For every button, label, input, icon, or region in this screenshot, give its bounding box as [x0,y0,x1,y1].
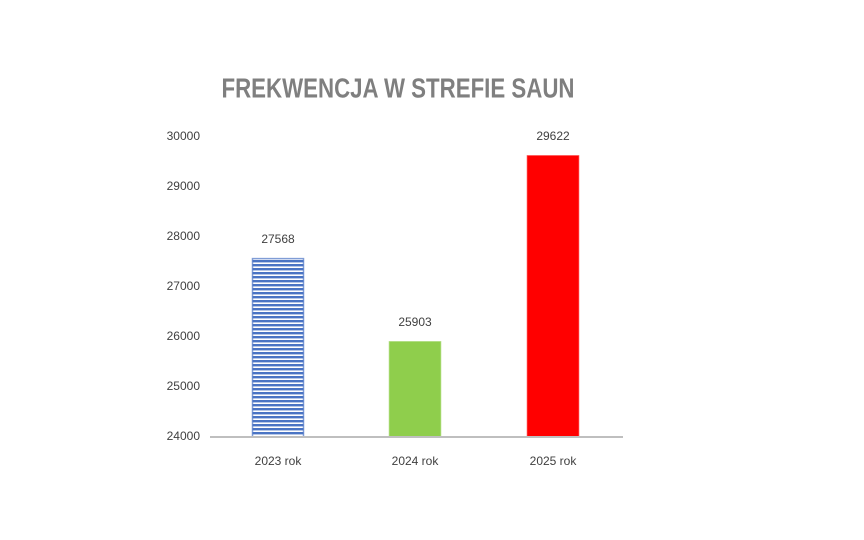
x-tick-label: 2025 rok [530,454,578,468]
bar [526,155,580,438]
data-label: 27568 [261,232,295,246]
bar [388,341,442,438]
y-tick-label: 26000 [167,329,201,343]
chart-title: FREKWENCJA W STREFIE SAUN [222,72,575,103]
y-tick-label: 29000 [167,179,201,193]
x-tick-label: 2024 rok [392,454,440,468]
y-tick-label: 30000 [167,129,201,143]
y-tick-label: 25000 [167,379,201,393]
y-tick-label: 27000 [167,279,201,293]
data-label: 29622 [536,129,570,143]
bar [251,257,305,438]
data-label: 25903 [398,315,432,329]
y-tick-label: 28000 [167,229,201,243]
y-tick-label: 24000 [167,429,201,443]
x-tick-label: 2023 rok [255,454,303,468]
